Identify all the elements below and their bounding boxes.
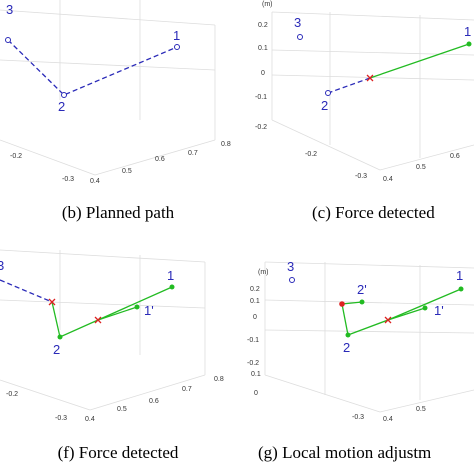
tick-label: 0.8 xyxy=(214,376,224,383)
point-label: 2 xyxy=(58,99,65,114)
unit-label: (m) xyxy=(258,269,269,276)
axes-box xyxy=(0,249,206,411)
point-label: 1 xyxy=(456,268,463,283)
point-label: 3 xyxy=(287,259,294,274)
tick-label: 0.1 xyxy=(251,371,261,378)
axes-box xyxy=(0,0,216,176)
axes-box xyxy=(264,261,474,413)
point-label: 3 xyxy=(0,258,4,273)
point-label: 1 xyxy=(173,28,180,43)
tick-label: 0.4 xyxy=(90,178,100,185)
tick-label: 0.1 xyxy=(258,45,268,52)
point-label: 2 xyxy=(53,342,60,357)
caption: (c) Force detected xyxy=(312,203,435,222)
caption: (g) Local motion adjustm xyxy=(258,443,431,462)
tick-label: -0.1 xyxy=(247,337,259,344)
point-label: 1' xyxy=(144,303,154,318)
tick-label: 0.4 xyxy=(85,416,95,423)
point-label: 1 xyxy=(167,268,174,283)
unit-label: (m) xyxy=(262,1,273,8)
tick-label: 0.6 xyxy=(450,153,460,160)
tick-label: 0.5 xyxy=(117,406,127,413)
tick-label: -0.2 xyxy=(6,391,18,398)
tick-label: -0.1 xyxy=(255,94,267,101)
tick-label: 0.4 xyxy=(383,176,393,183)
point-label: 2' xyxy=(357,282,367,297)
point-label: 3 xyxy=(294,15,301,30)
tick-label: 0.8 xyxy=(221,141,231,148)
tick-label: 0.2 xyxy=(258,22,268,29)
tick-label: 0 xyxy=(253,314,257,321)
tick-label: 0.6 xyxy=(149,398,159,405)
tick-label: -0.2 xyxy=(247,360,259,367)
tick-label: 0.7 xyxy=(188,150,198,157)
tick-label: -0.2 xyxy=(255,124,267,131)
path-b xyxy=(5,37,180,98)
caption: (f) Force detected xyxy=(58,443,179,462)
tick-label: 0.2 xyxy=(250,286,260,293)
caption: (b) Planned path xyxy=(62,203,175,222)
tick-label: 0 xyxy=(261,70,265,77)
tick-label: 0.4 xyxy=(383,416,393,423)
point-label: 2 xyxy=(321,98,328,113)
point-label: 2 xyxy=(343,340,350,355)
tick-label: -0.3 xyxy=(62,176,74,183)
tick-label: 0.5 xyxy=(122,168,132,175)
path-c xyxy=(297,34,472,96)
tick-label: 0.1 xyxy=(250,298,260,305)
point-label: 1 xyxy=(464,24,471,39)
path-f xyxy=(0,279,175,340)
tick-label: 0.7 xyxy=(182,386,192,393)
tick-label: -0.3 xyxy=(352,414,364,421)
tick-label: 0.5 xyxy=(416,164,426,171)
tick-label: -0.3 xyxy=(55,415,67,422)
tick-label: 0.5 xyxy=(416,406,426,413)
tick-label: 0 xyxy=(254,390,258,397)
tick-label: -0.3 xyxy=(355,173,367,180)
tick-label: -0.2 xyxy=(305,151,317,158)
tick-label: -0.2 xyxy=(10,153,22,160)
point-label: 3 xyxy=(6,2,13,17)
tick-label: 0.6 xyxy=(155,156,165,163)
point-label: 1' xyxy=(434,303,444,318)
path-g xyxy=(289,277,464,338)
